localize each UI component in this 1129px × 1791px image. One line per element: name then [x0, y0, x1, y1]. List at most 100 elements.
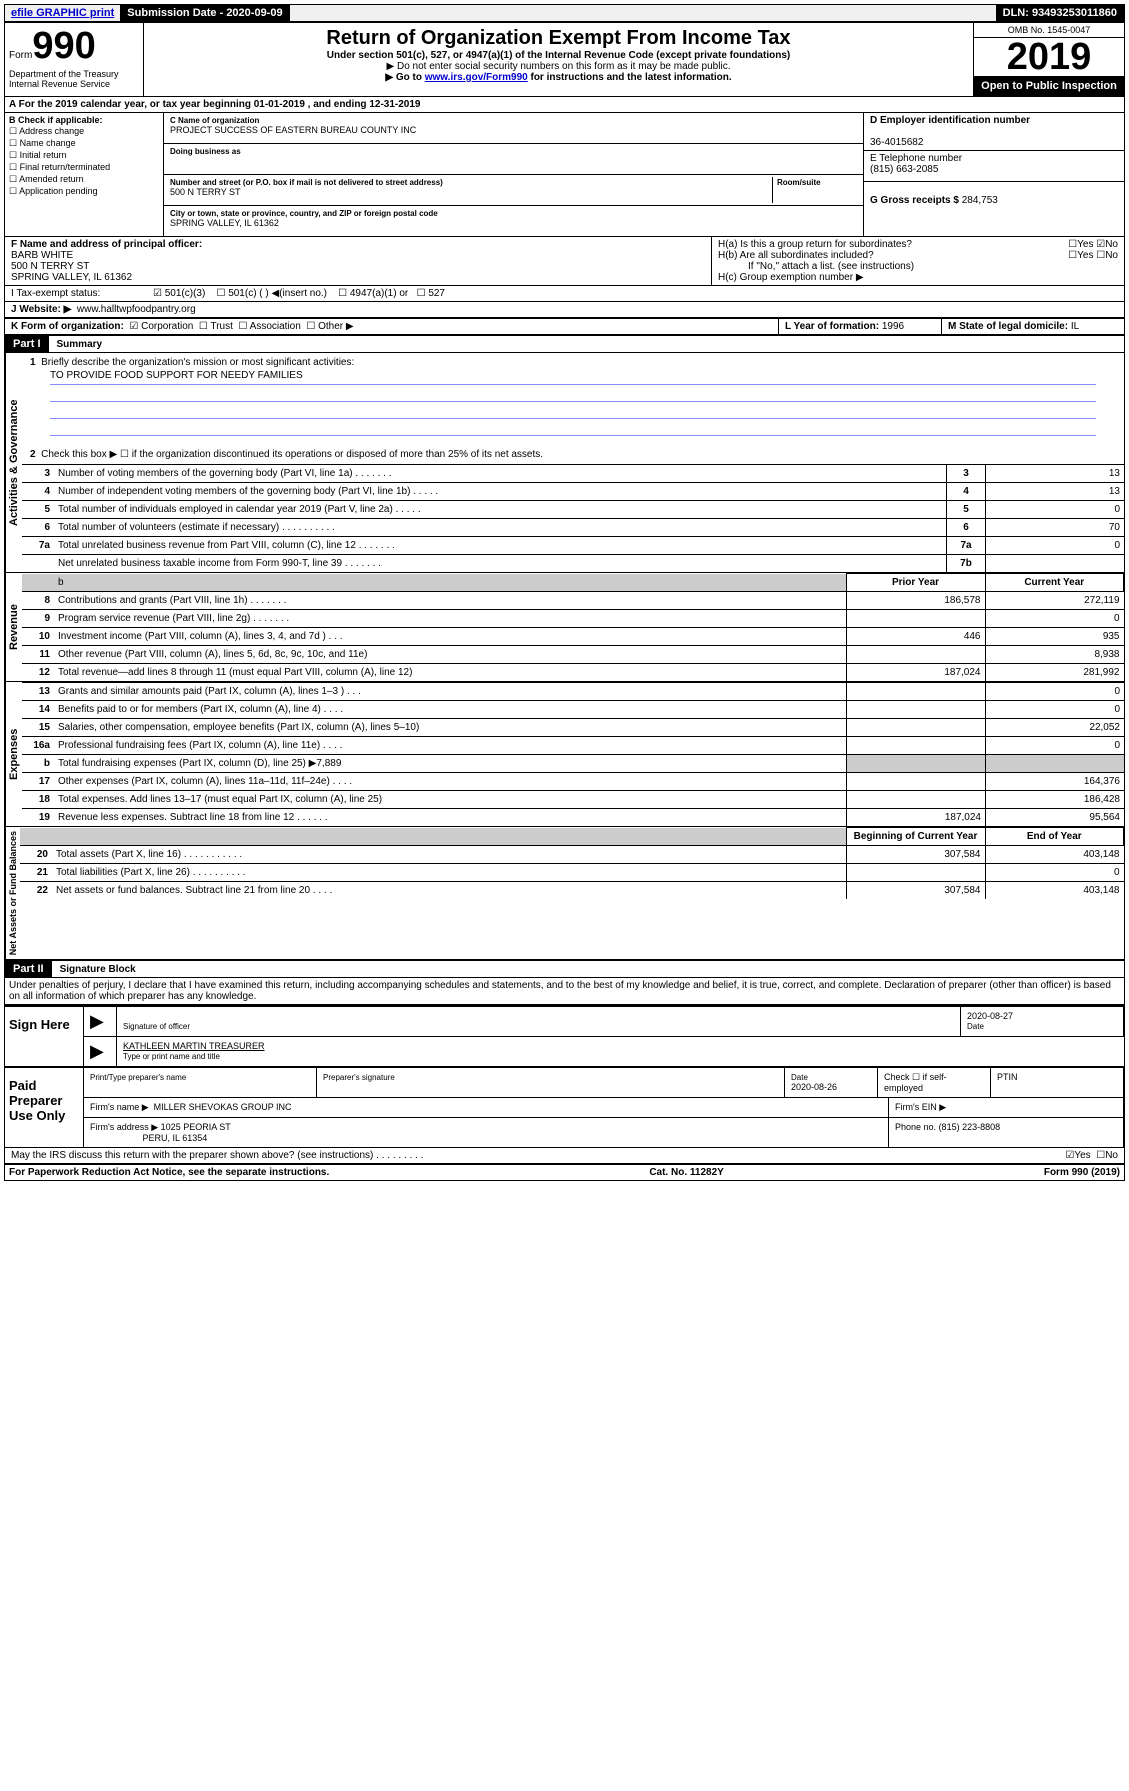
paid-preparer-label: Paid Preparer Use Only	[5, 1068, 84, 1147]
k-block[interactable]: K Form of organization: ☑ Corporation ☐ …	[5, 319, 778, 334]
irs-link[interactable]: www.irs.gov/Form990	[425, 72, 528, 83]
footer-right: Form 990 (2019)	[1044, 1167, 1120, 1178]
opt-final-return[interactable]: ☐ Final return/terminated	[9, 162, 159, 173]
table-row: 9Program service revenue (Part VIII, lin…	[22, 610, 1124, 628]
b-label: B Check if applicable:	[9, 115, 103, 125]
opt-amended[interactable]: ☐ Amended return	[9, 174, 159, 185]
table-row: Net unrelated business taxable income fr…	[22, 555, 1124, 573]
org-name-label: C Name of organization	[170, 116, 259, 125]
mission-blank1	[50, 387, 1096, 402]
phone-cell: E Telephone number (815) 663-2085	[864, 151, 1124, 182]
note-link: ▶ Go to www.irs.gov/Form990 for instruct…	[152, 72, 965, 83]
table-row: 5Total number of individuals employed in…	[22, 501, 1124, 519]
table-row: 10Investment income (Part VIII, column (…	[22, 628, 1124, 646]
efile-link[interactable]: efile GRAPHIC print	[11, 7, 114, 19]
table-row: 4Number of independent voting members of…	[22, 483, 1124, 501]
discuss-answer[interactable]: ☑Yes ☐No	[1059, 1148, 1124, 1163]
phone-label: E Telephone number	[870, 153, 962, 164]
ptin-cell: PTIN	[991, 1068, 1124, 1097]
paid-preparer-grid: Paid Preparer Use Only Print/Type prepar…	[5, 1066, 1124, 1147]
pt-check-cell[interactable]: Check ☐ if self-employed	[878, 1068, 991, 1097]
mission-text: TO PROVIDE FOOD SUPPORT FOR NEEDY FAMILI…	[50, 370, 1096, 385]
table-row: 13Grants and similar amounts paid (Part …	[22, 683, 1124, 701]
phone-value: (815) 663-2085	[870, 164, 938, 175]
firm-phone-cell: Phone no. (815) 223-8808	[889, 1118, 1124, 1147]
subtitle: Under section 501(c), 527, or 4947(a)(1)…	[152, 50, 965, 61]
table-row: 3Number of voting members of the governi…	[22, 465, 1124, 483]
table-row: 19Revenue less expenses. Subtract line 1…	[22, 809, 1124, 827]
row-a-period: A For the 2019 calendar year, or tax yea…	[5, 97, 1124, 113]
table-row: 21Total liabilities (Part X, line 26) . …	[20, 864, 1124, 882]
gross-value: 284,753	[962, 195, 998, 206]
city-label: City or town, state or province, country…	[170, 209, 438, 218]
table-netassets: Beginning of Current YearEnd of Year20To…	[20, 827, 1124, 899]
section-na: Net Assets or Fund Balances Beginning of…	[5, 827, 1124, 961]
table-row: 11Other revenue (Part VIII, column (A), …	[22, 646, 1124, 664]
firm-addr-cell: Firm's address ▶ 1025 PEORIA ST PERU, IL…	[84, 1118, 889, 1147]
street-address: 500 N TERRY ST	[170, 187, 241, 197]
m-block: M State of legal domicile: IL	[941, 319, 1124, 334]
row-klm: K Form of organization: ☑ Corporation ☐ …	[5, 319, 1124, 336]
q2-text: Check this box ▶ ☐ if the organization d…	[41, 449, 543, 460]
table-row: 8Contributions and grants (Part VIII, li…	[22, 592, 1124, 610]
footer-left: For Paperwork Reduction Act Notice, see …	[9, 1167, 329, 1178]
section-exp: Expenses 13Grants and similar amounts pa…	[5, 682, 1124, 827]
form-prefix: Form	[9, 50, 32, 61]
vlabel-activities: Activities & Governance	[5, 353, 22, 572]
dba-label: Doing business as	[170, 147, 241, 156]
org-name-cell: C Name of organization PROJECT SUCCESS O…	[164, 113, 863, 144]
sig-date-cell: 2020-08-27Date	[961, 1007, 1124, 1036]
table-row: 7aTotal unrelated business revenue from …	[22, 537, 1124, 555]
ha-answer[interactable]: ☐Yes ☑No	[1068, 239, 1118, 250]
form-number: 990	[32, 25, 95, 67]
q1-text: Briefly describe the organization's miss…	[41, 357, 354, 368]
officer-typed-name: KATHLEEN MARTIN TREASURER	[123, 1041, 265, 1051]
vlabel-expenses: Expenses	[5, 682, 22, 826]
title-box: Return of Organization Exempt From Incom…	[144, 23, 973, 96]
block-f: F Name and address of principal officer:…	[5, 237, 712, 285]
firm-name-cell: Firm's name ▶ MILLER SHEVOKAS GROUP INC	[84, 1098, 889, 1117]
dept-label: Department of the Treasury Internal Reve…	[9, 69, 139, 89]
i-options[interactable]: ☑ 501(c)(3) ☐ 501(c) ( ) ◀(insert no.) ☐…	[147, 286, 451, 301]
ag-body: 1 Briefly describe the organization's mi…	[22, 353, 1124, 572]
row-i: I Tax-exempt status: ☑ 501(c)(3) ☐ 501(c…	[5, 286, 1124, 302]
officer-label: F Name and address of principal officer:	[11, 239, 202, 250]
opt-initial-return[interactable]: ☐ Initial return	[9, 150, 159, 161]
i-label: I Tax-exempt status:	[5, 286, 147, 301]
footer-mid: Cat. No. 11282Y	[649, 1167, 723, 1178]
form-id-box: Form990 Department of the Treasury Inter…	[5, 23, 144, 96]
city-state-zip: SPRING VALLEY, IL 61362	[170, 218, 279, 228]
spacer	[290, 5, 996, 21]
top-bar: efile GRAPHIC print Submission Date - 20…	[4, 4, 1125, 22]
block-h: H(a) Is this a group return for subordin…	[712, 237, 1124, 285]
efile-btn[interactable]: efile GRAPHIC print	[5, 5, 121, 21]
city-cell: City or town, state or province, country…	[164, 206, 863, 236]
part1-badge: Part I	[5, 336, 49, 352]
table-row: 6Total number of volunteers (estimate if…	[22, 519, 1124, 537]
sig-officer-cell: Signature of officer	[117, 1007, 961, 1036]
vlabel-netassets: Net Assets or Fund Balances	[5, 827, 20, 959]
tax-year: 2019	[974, 38, 1124, 76]
part2-badge: Part II	[5, 961, 52, 977]
form-frame: Form990 Department of the Treasury Inter…	[4, 22, 1125, 1181]
table-row: 20Total assets (Part X, line 16) . . . .…	[20, 846, 1124, 864]
section-rev: Revenue bPrior YearCurrent Year8Contribu…	[5, 573, 1124, 682]
org-name: PROJECT SUCCESS OF EASTERN BUREAU COUNTY…	[170, 125, 416, 135]
penalty-text: Under penalties of perjury, I declare th…	[5, 978, 1124, 1005]
opt-app-pending[interactable]: ☐ Application pending	[9, 186, 159, 197]
table-row: 16aProfessional fundraising fees (Part I…	[22, 737, 1124, 755]
opt-address-change[interactable]: ☐ Address change	[9, 126, 159, 137]
row-j: J Website: ▶ www.halltwpfoodpantry.org	[5, 302, 1124, 319]
block-b: B Check if applicable: ☐ Address change …	[5, 113, 164, 236]
j-label: J Website: ▶	[11, 304, 71, 315]
hb-answer[interactable]: ☐Yes ☐No	[1068, 250, 1118, 261]
gross-cell: G Gross receipts $ 284,753	[864, 182, 1124, 212]
type-name-cell: KATHLEEN MARTIN TREASURER Type or print …	[117, 1037, 1124, 1066]
note2-post: for instructions and the latest informat…	[528, 72, 732, 83]
addr-cell: Number and street (or P.O. box if mail i…	[164, 175, 863, 206]
opt-name-change[interactable]: ☐ Name change	[9, 138, 159, 149]
ein-label: D Employer identification number	[870, 115, 1030, 126]
dln: DLN: 93493253011860	[996, 5, 1124, 21]
discuss-text: May the IRS discuss this return with the…	[5, 1148, 1059, 1163]
form-title: Return of Organization Exempt From Incom…	[152, 27, 965, 50]
